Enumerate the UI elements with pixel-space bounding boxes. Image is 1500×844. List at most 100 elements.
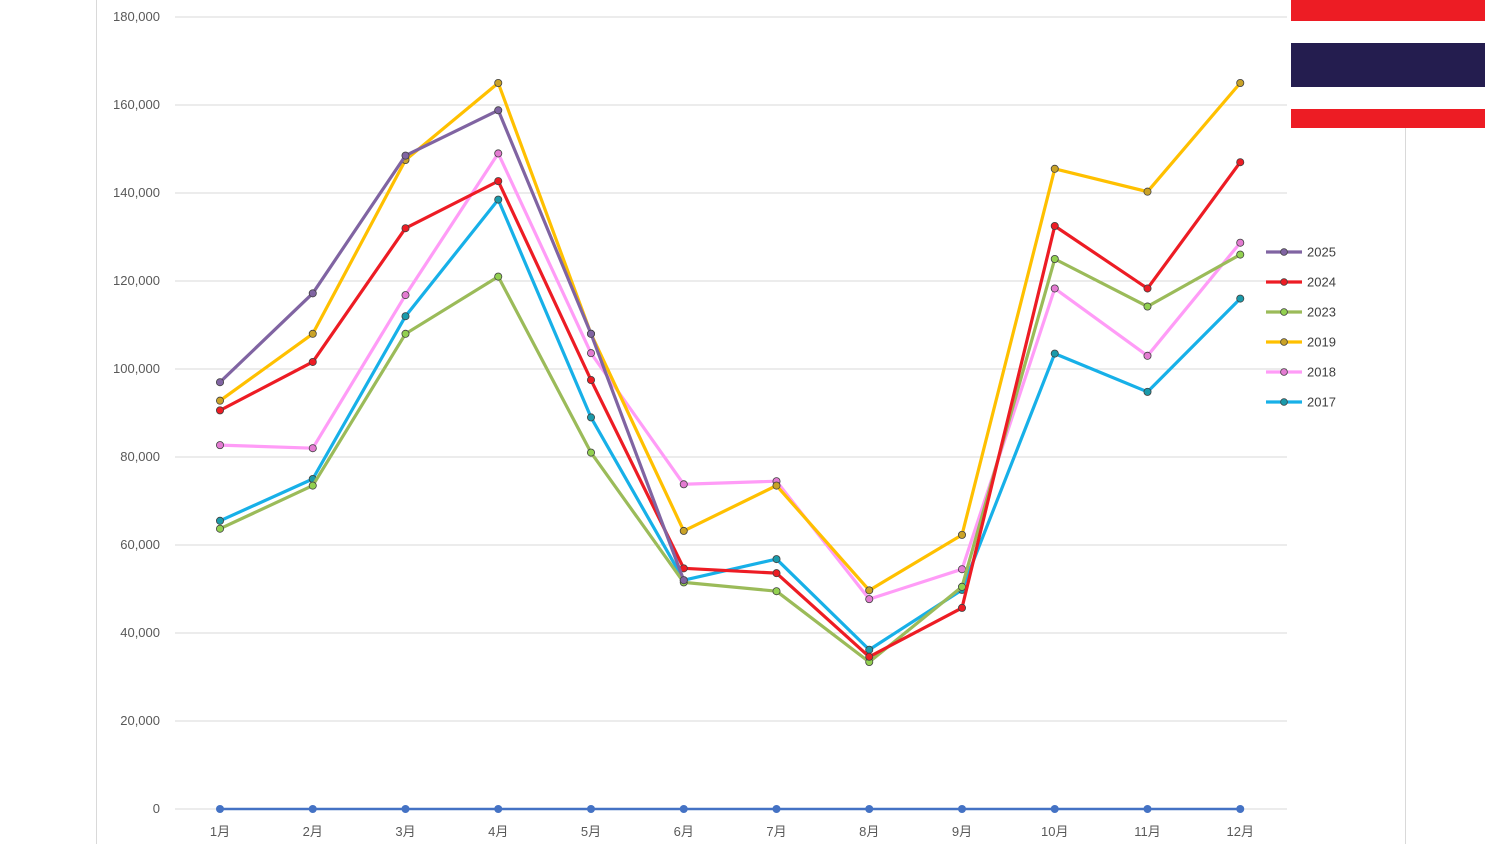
x-tick-label: 2月 [303, 824, 323, 839]
x-tick-label: 1月 [210, 824, 230, 839]
chart-frame [96, 0, 1406, 844]
x-tick-label: 3月 [395, 824, 415, 839]
y-tick-label: 140,000 [113, 185, 160, 200]
flag-white-stripe-bottom [1291, 87, 1485, 109]
legend-swatch-marker [1280, 248, 1288, 256]
flag-white-stripe-top [1291, 21, 1485, 43]
x-tick-label: 11月 [1134, 824, 1161, 839]
data-point-2017 [1050, 349, 1059, 358]
data-point-2017 [865, 645, 874, 654]
legend-swatch-marker [1280, 308, 1288, 316]
series-line-2023 [218, 253, 1242, 664]
legend-label: 2025 [1307, 245, 1336, 260]
y-axis-tick-labels: 0 20,000 40,000 60,000 80,000 100,000 120,000 1… [113, 9, 160, 816]
gridlines [175, 16, 1287, 810]
y-tick-label: 0 [153, 801, 160, 816]
data-point-2019 [494, 79, 503, 88]
baseline-point [494, 805, 503, 813]
legend-item-2019: 2019 [1266, 335, 1336, 350]
data-point-2019 [958, 530, 967, 539]
data-point-2018 [494, 149, 503, 158]
baseline-series [216, 805, 1245, 813]
data-point-2018 [215, 441, 224, 450]
y-tick-label: 160,000 [113, 97, 160, 112]
legend-label: 2019 [1307, 335, 1336, 350]
data-point-2018 [587, 349, 596, 358]
x-tick-label: 10月 [1041, 824, 1068, 839]
baseline-point [401, 805, 410, 813]
data-point-2017 [215, 516, 224, 525]
x-tick-label: 5月 [581, 824, 601, 839]
baseline-point [1143, 805, 1152, 813]
baseline-point [958, 805, 966, 813]
data-point-2023 [401, 329, 410, 338]
baseline-point [216, 805, 224, 813]
data-point-2018 [1050, 284, 1059, 293]
legend-item-2023: 2023 [1266, 305, 1336, 320]
data-point-2017 [494, 195, 503, 204]
y-tick-label: 180,000 [113, 9, 160, 24]
data-point-2019 [772, 481, 781, 490]
data-point-2024 [587, 375, 596, 384]
data-point-2019 [679, 526, 688, 535]
flag-red-stripe-top [1291, 0, 1485, 21]
data-point-2019 [1143, 187, 1152, 196]
x-tick-label: 8月 [859, 824, 879, 839]
data-point-2018 [865, 595, 874, 604]
data-point-2019 [308, 329, 317, 338]
data-point-2023 [772, 587, 781, 596]
data-point-2025 [587, 329, 596, 338]
series-2025 [215, 106, 688, 585]
series-2017 [215, 195, 1245, 654]
data-point-2017 [1143, 387, 1152, 396]
series-line-2024 [218, 160, 1242, 659]
x-tick-label: 12月 [1227, 824, 1254, 839]
data-point-2024 [1050, 221, 1059, 230]
data-point-2023 [958, 582, 967, 591]
baseline-point [308, 805, 317, 813]
series-line-2018 [218, 151, 1242, 601]
data-point-2019 [865, 586, 874, 595]
data-point-2018 [401, 291, 410, 300]
x-tick-label: 9月 [952, 824, 972, 839]
legend-label: 2017 [1307, 395, 1336, 410]
series-2019 [215, 79, 1245, 595]
data-point-2019 [215, 396, 224, 405]
data-point-2019 [1050, 164, 1059, 173]
data-point-2019 [1236, 79, 1245, 88]
series-line-2019 [218, 81, 1242, 592]
baseline-point [865, 805, 874, 813]
data-point-2023 [1143, 302, 1152, 311]
x-tick-label: 4月 [488, 824, 508, 839]
data-point-2025 [401, 151, 410, 160]
series-2018 [215, 149, 1245, 604]
x-tick-label: 7月 [766, 824, 786, 839]
legend-swatch-marker [1280, 368, 1288, 376]
data-point-2023 [1236, 250, 1245, 259]
baseline-point [772, 805, 781, 813]
data-point-2025 [494, 106, 503, 115]
data-point-2018 [679, 480, 688, 489]
data-point-2024 [401, 224, 410, 233]
legend-swatch-marker [1280, 338, 1288, 346]
thailand-flag-icon [1291, 0, 1485, 128]
data-point-2024 [308, 357, 317, 366]
legend-item-2018: 2018 [1266, 365, 1336, 380]
data-point-2024 [958, 603, 967, 612]
data-point-2023 [308, 481, 317, 490]
y-tick-label: 80,000 [120, 449, 160, 464]
baseline-point [1236, 805, 1245, 813]
data-point-2023 [587, 448, 596, 457]
baseline-point [1050, 805, 1059, 813]
legend-item-2024: 2024 [1266, 275, 1336, 290]
y-tick-label: 100,000 [113, 361, 160, 376]
series-line-2017 [218, 198, 1242, 652]
data-point-2024 [772, 569, 781, 578]
legend-label: 2018 [1307, 365, 1336, 380]
baseline-point [587, 805, 595, 813]
data-point-2024 [494, 177, 503, 186]
data-point-2018 [308, 444, 317, 453]
flag-red-stripe-bottom [1291, 109, 1485, 128]
legend: 2025 2024 2023 2019 2018 2017 [1266, 245, 1336, 410]
